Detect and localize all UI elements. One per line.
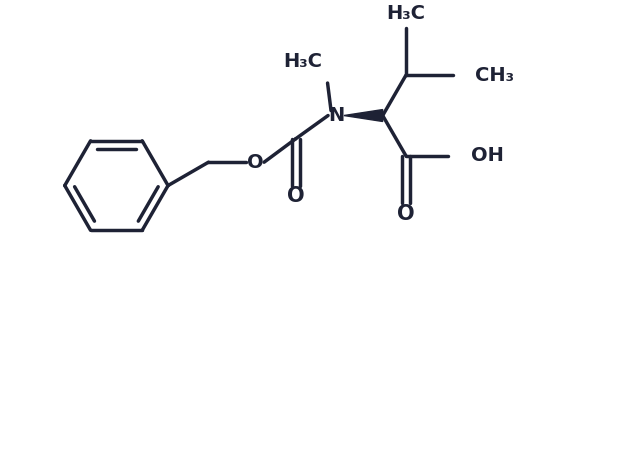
Text: O: O bbox=[247, 153, 264, 172]
Polygon shape bbox=[344, 110, 383, 121]
Text: OH: OH bbox=[470, 147, 504, 165]
Text: H₃C: H₃C bbox=[387, 4, 426, 23]
Text: O: O bbox=[287, 187, 305, 206]
Text: H₃C: H₃C bbox=[284, 52, 322, 70]
Text: N: N bbox=[328, 106, 344, 125]
Text: CH₃: CH₃ bbox=[474, 66, 513, 85]
Text: O: O bbox=[397, 204, 415, 224]
